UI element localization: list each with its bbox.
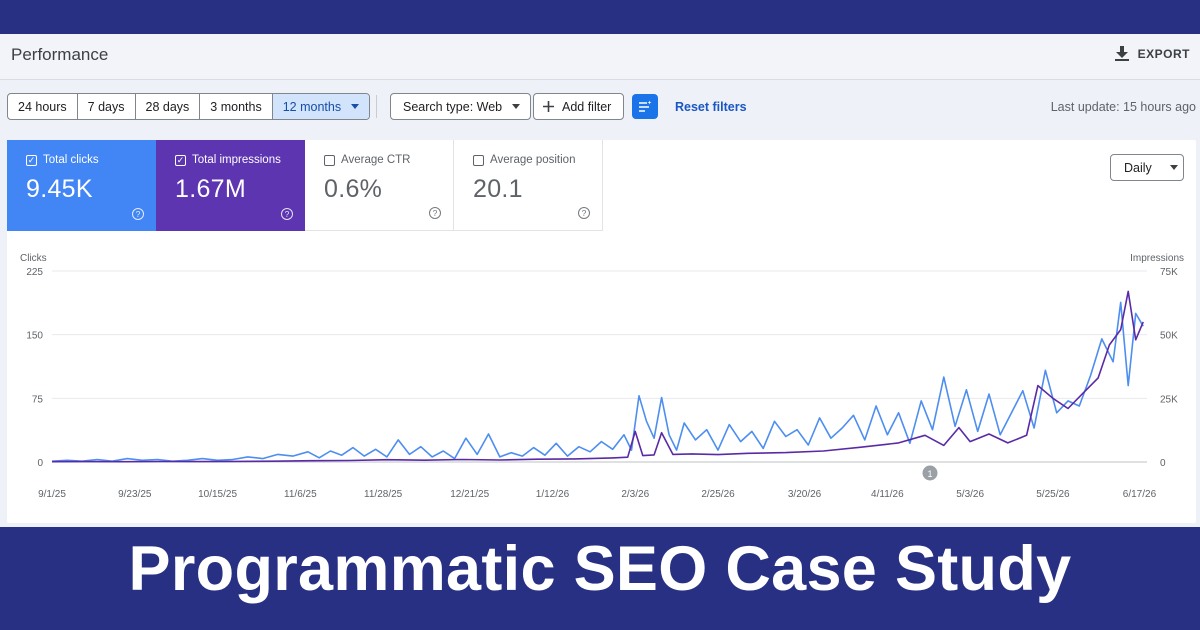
metric-value: 0.6% [324, 175, 383, 203]
granularity-dropdown[interactable]: Daily [1110, 154, 1184, 181]
series-line-clicks [51, 301, 1144, 463]
export-button[interactable]: EXPORT [1114, 46, 1190, 61]
granularity-label: Daily [1124, 160, 1152, 175]
range-label: 24 hours [18, 99, 67, 114]
filter-sliders-icon [639, 100, 652, 112]
metric-label: Total clicks [43, 154, 99, 166]
range-label: 3 months [210, 99, 262, 114]
checkbox-checked-icon[interactable]: ✓ [26, 154, 37, 166]
export-label: EXPORT [1137, 46, 1190, 61]
x-tick-label: 1/12/26 [536, 489, 570, 500]
performance-chart-card: ✓ Total clicks 9.45K ? ✓ Total impressions… [7, 140, 1196, 523]
y-left-tick-label: 150 [26, 331, 43, 342]
y-left-tick-label: 0 [37, 458, 43, 469]
performance-header: Performance EXPORT [0, 34, 1200, 80]
checkbox-unchecked-icon[interactable] [324, 154, 335, 166]
checkbox-checked-icon[interactable]: ✓ [175, 154, 186, 166]
date-range-selector: 24 hours 7 days 28 days 3 months 12 mont… [7, 93, 371, 120]
y-right-tick-label: 75K [1160, 267, 1178, 278]
range-label: 7 days [87, 99, 125, 114]
filter-bar: 24 hours 7 days 28 days 3 months 12 mont… [0, 92, 1200, 122]
add-filter-label: Add filter [562, 99, 612, 114]
metric-value: 9.45K [26, 175, 93, 203]
x-tick-label: 5/3/26 [956, 489, 984, 500]
y-left-axis-label: Clicks [20, 253, 47, 264]
range-7-days[interactable]: 7 days [78, 94, 136, 119]
caret-down-icon [1169, 165, 1178, 170]
x-tick-label: 3/20/26 [788, 489, 822, 500]
metric-label: Total impressions [192, 154, 281, 166]
range-label: 28 days [145, 99, 190, 114]
x-tick-label: 11/6/25 [284, 489, 317, 500]
y-right-tick-label: 0 [1160, 458, 1166, 469]
page-title: Performance [11, 45, 109, 64]
add-filter-button[interactable]: Add filter [533, 93, 625, 120]
range-label: 12 months [282, 99, 342, 114]
checkbox-unchecked-icon[interactable] [473, 154, 484, 166]
reset-filters-link[interactable]: Reset filters [675, 100, 747, 114]
range-28-days[interactable]: 28 days [136, 94, 201, 119]
download-icon [1114, 46, 1129, 61]
x-tick-label: 2/3/26 [621, 489, 649, 500]
performance-line-chart: 225 150 75 0 75K 50K 25K 0 Clicks Impressions 9/1/… [20, 253, 1184, 500]
range-12-months[interactable]: 12 months [272, 94, 370, 119]
x-tick-label: 4/11/26 [871, 489, 904, 500]
metric-value: 20.1 [473, 175, 523, 203]
caret-down-icon [351, 104, 360, 109]
divider [376, 95, 377, 118]
metric-average-ctr[interactable]: Average CTR 0.6% ? [305, 140, 454, 231]
metric-value: 1.67M [175, 175, 246, 203]
metric-average-position[interactable]: Average position 20.1 ? [454, 140, 603, 231]
metric-label: Average CTR [341, 154, 411, 166]
x-tick-label: 9/23/25 [118, 489, 152, 500]
y-right-tick-label: 50K [1160, 331, 1178, 342]
y-left-tick-label: 75 [32, 394, 44, 405]
x-tick-label: 12/21/25 [450, 489, 489, 500]
performance-panel: Performance EXPORT 24 hours 7 days 28 da… [0, 34, 1200, 527]
range-3-months[interactable]: 3 months [200, 94, 273, 119]
series-line-impressions [51, 290, 1144, 463]
metric-label: Average position [490, 154, 576, 166]
x-tick-label: 11/28/25 [364, 489, 403, 500]
banner-title: Programmatic SEO Case Study [128, 534, 1072, 604]
search-type-dropdown[interactable]: Search type: Web [390, 93, 532, 120]
x-tick-label: 9/1/25 [38, 489, 66, 500]
annotation-label: 1 [927, 469, 932, 479]
y-left-tick-label: 225 [26, 267, 43, 278]
help-icon[interactable]: ? [578, 207, 590, 219]
search-type-label: Search type: Web [403, 99, 503, 114]
metric-total-clicks[interactable]: ✓ Total clicks 9.45K ? [7, 140, 156, 231]
metric-total-impressions[interactable]: ✓ Total impressions 1.67M ? [156, 140, 305, 231]
last-update-text: Last update: 15 hours ago [1050, 100, 1196, 114]
range-24-hours[interactable]: 24 hours [8, 94, 78, 119]
x-tick-label: 6/17/26 [1123, 489, 1157, 500]
y-right-tick-label: 25K [1160, 394, 1178, 405]
help-icon[interactable]: ? [132, 208, 144, 220]
plus-icon [543, 101, 554, 112]
filter-settings-button[interactable] [632, 94, 658, 119]
annotation-marker [922, 465, 938, 481]
y-right-axis-label: Impressions [1130, 253, 1184, 264]
x-tick-label: 10/15/25 [198, 489, 237, 500]
caret-down-icon [512, 104, 521, 109]
x-tick-label: 5/25/26 [1036, 489, 1070, 500]
x-tick-label: 2/25/26 [701, 489, 735, 500]
help-icon[interactable]: ? [281, 208, 293, 220]
help-icon[interactable]: ? [429, 207, 441, 219]
